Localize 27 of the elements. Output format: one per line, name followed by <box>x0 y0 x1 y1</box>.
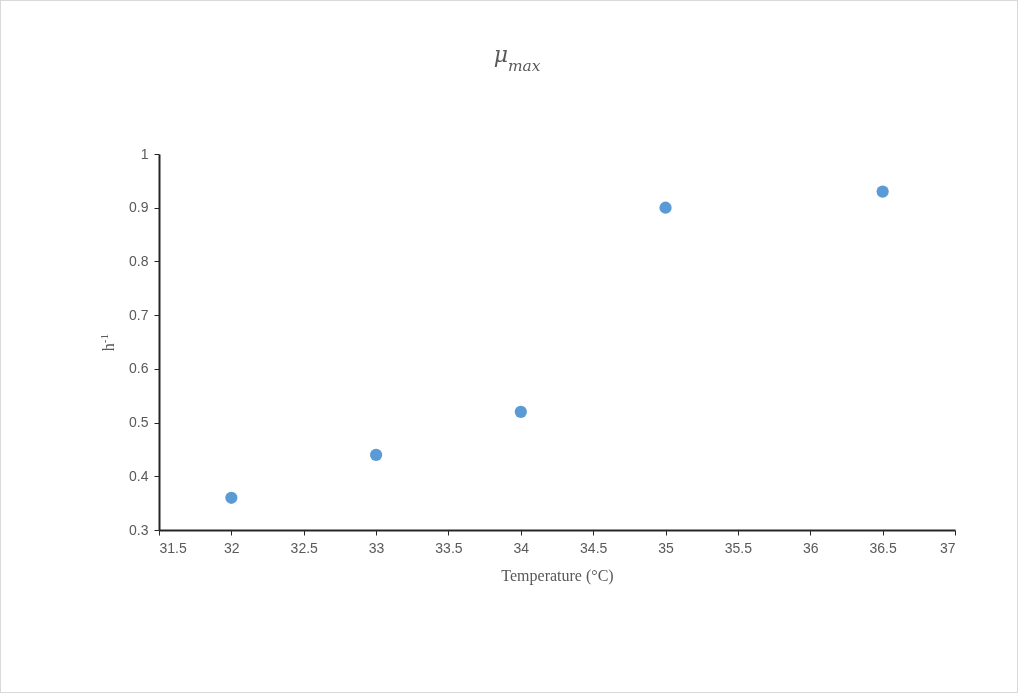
x-tick-label: 35.5 <box>724 539 753 556</box>
point <box>659 201 672 214</box>
chart-title: μ$_{max}$ <box>493 42 541 75</box>
x-tick-label: 32 <box>224 539 240 556</box>
x-tick-label: 33 <box>368 539 385 556</box>
y-tick-label: 0.4 <box>129 467 149 484</box>
point <box>514 405 527 418</box>
point <box>369 448 383 461</box>
x-tick-label: 36 <box>802 539 819 556</box>
x-axis-title: Temperature (°C) <box>501 566 614 585</box>
point <box>225 491 238 504</box>
x-tick-label: 37 <box>939 539 956 556</box>
y-tick-label: 0.3 <box>129 521 149 538</box>
y-tick-label: 0.7 <box>129 306 149 323</box>
x-tick-label: 34.5 <box>580 539 608 556</box>
x-tick-label: 32.5 <box>290 539 319 556</box>
y-tick-label: 0.9 <box>129 199 149 216</box>
point <box>876 185 889 198</box>
x-tick-label: 33.5 <box>435 539 463 556</box>
x-tick-label: 35 <box>658 539 675 556</box>
y-tick-label: 0.5 <box>129 414 149 431</box>
y-tick-label: 0.8 <box>129 252 149 269</box>
y-tick-label: 1 <box>140 145 149 162</box>
x-tick-label: 36.5 <box>869 539 897 556</box>
x-tick-label: 31.5 <box>159 539 187 556</box>
x-tick-label: 34 <box>513 539 530 556</box>
y-tick-label: 0.6 <box>129 360 149 377</box>
